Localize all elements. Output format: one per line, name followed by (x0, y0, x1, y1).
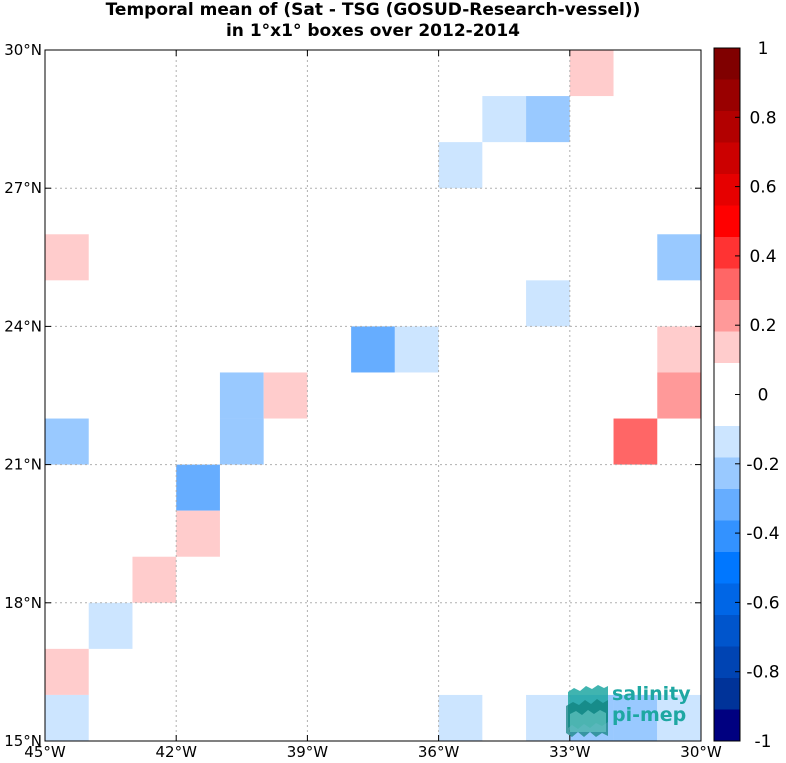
colorbar-ticks: 1 0.8 0.6 0.4 0.2 0 -0.2 -0.4 -0.6 -0.8 -1 (735, 39, 780, 752)
heatmap-cell (657, 326, 701, 373)
colorbar-segment (714, 142, 740, 175)
heatmap-cell (569, 50, 614, 97)
y-tick-label: 21°N (4, 456, 42, 474)
heatmap-cell (438, 142, 483, 189)
heatmap-cell (613, 694, 658, 741)
colorbar-tick-label: 0.2 (749, 316, 776, 336)
colorbar-tick-label: 0 (758, 386, 769, 406)
colorbar-segment (714, 237, 740, 269)
logo-text-pi-mep: pi-mep (612, 704, 687, 726)
colorbar-segment (714, 552, 740, 584)
heatmap-cell (482, 96, 527, 143)
heatmap-cell (263, 372, 308, 419)
heatmap-cell (613, 418, 658, 465)
heatmap-cell (132, 556, 177, 603)
colorbar (713, 47, 741, 742)
colorbar-segment (714, 394, 740, 427)
colorbar-segment (714, 457, 740, 490)
x-tick-label: 30°W (680, 743, 722, 761)
colorbar-segment (714, 426, 740, 458)
colorbar-segment (714, 646, 740, 679)
heatmap-cell (526, 280, 570, 327)
chart-title-line-1: Temporal mean of (Sat - TSG (GOSUD-Resea… (105, 0, 641, 20)
colorbar-tick-label: 0.6 (749, 178, 776, 198)
heatmap-cell (657, 694, 701, 741)
y-tick-label: 24°N (4, 317, 42, 335)
colorbar-tick-label: 1 (758, 39, 769, 59)
x-tick-label: 36°W (418, 743, 460, 761)
colorbar-segment (714, 111, 740, 143)
colorbar-segment (714, 268, 740, 301)
colorbar-segment (714, 583, 740, 616)
x-tick-label: 33°W (549, 743, 591, 761)
colorbar-segment (714, 489, 740, 521)
heatmap-cell (438, 694, 483, 741)
colorbar-tick-label: -0.6 (746, 593, 779, 613)
heatmap-cell (657, 372, 701, 419)
colorbar-segment (714, 678, 740, 710)
plot-frame (44, 49, 702, 742)
colorbar-segment (714, 615, 740, 647)
colorbar-segment (714, 520, 740, 553)
y-tick-label: 30°N (4, 41, 42, 59)
colorbar-tick-label: -1 (755, 732, 772, 752)
y-axis-ticks: 15°N 18°N 21°N 24°N 27°N 30°N (4, 41, 701, 750)
heatmap-cells (45, 50, 701, 741)
heatmap-cell (351, 326, 395, 373)
wave-logo-icon (566, 685, 608, 737)
heatmap-cell (526, 694, 570, 741)
heatmap-cell (394, 326, 439, 373)
colorbar-segment (714, 331, 740, 364)
colorbar-segment (714, 205, 740, 238)
colorbar-tick-label: 0.4 (749, 247, 776, 267)
logo-text-salinity: salinity (612, 683, 691, 705)
colorbar-segment (714, 79, 740, 112)
x-tick-label: 42°W (155, 743, 197, 761)
y-tick-label: 27°N (4, 179, 42, 197)
grid-lines (45, 50, 701, 741)
heatmap-cell (88, 602, 133, 649)
colorbar-segment (714, 300, 740, 332)
x-axis-ticks: 45°W 42°W 39°W 36°W 33°W 30°W (24, 50, 722, 761)
x-tick-label: 45°W (24, 743, 66, 761)
heatmap-cell (45, 694, 89, 741)
colorbar-tick-label: -0.4 (746, 524, 779, 544)
colorbar-tick-label: -0.8 (746, 663, 779, 683)
heatmap-cell (219, 418, 264, 465)
chart-title: Temporal mean of (Sat - TSG (GOSUD-Resea… (0, 0, 746, 42)
chart-title-line-2: in 1°x1° boxes over 2012-2014 (225, 21, 521, 41)
colorbar-segment (714, 709, 740, 742)
heatmap-cell (526, 96, 570, 143)
heatmap-cell (176, 510, 220, 557)
colorbar-segment (714, 363, 740, 395)
colorbar-tick-label: 0.8 (749, 108, 776, 128)
heatmap-cell (657, 234, 701, 281)
colorbar-tick-label: -0.2 (746, 455, 779, 475)
heatmap-cell (45, 648, 89, 695)
colorbar-segment (714, 48, 740, 80)
x-tick-label: 39°W (287, 743, 329, 761)
y-tick-label: 18°N (4, 594, 42, 612)
y-tick-label: 15°N (4, 732, 42, 750)
heatmap-cell (176, 464, 220, 511)
heatmap-cell (219, 372, 264, 419)
salinity-pi-mep-logo: salinity pi-mep (566, 682, 694, 738)
colorbar-segment (714, 174, 740, 206)
heatmap-cell (45, 234, 89, 281)
heatmap-cell (45, 418, 89, 465)
